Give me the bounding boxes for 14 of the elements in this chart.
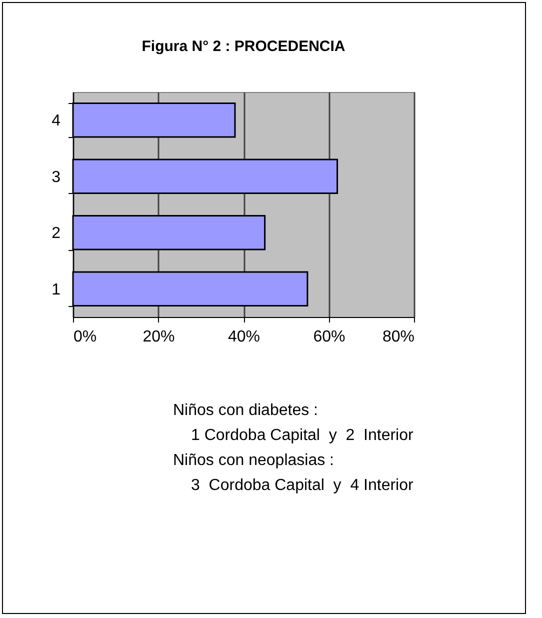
x-tick-label: 60% [313, 328, 346, 346]
x-tick-label: 20% [142, 328, 175, 346]
y-tick-label: 1 [52, 281, 61, 298]
text: 1 Cordoba Capital y 2 Interior [190, 426, 414, 446]
y-tick-label: 3 [52, 168, 61, 186]
x-tick-label: 40% [228, 328, 260, 346]
text: Niños con diabetes : [173, 401, 319, 421]
text: 3 Cordoba Capital y 4 Interior [190, 476, 414, 496]
y-tick-label: 2 [52, 225, 61, 242]
y-tick-label: 4 [52, 112, 61, 130]
x-tick-label: 0% [74, 328, 97, 346]
text: Niños con neoplasias : [173, 451, 335, 471]
x-tick-label: 80% [382, 328, 414, 346]
chart-title: Figura N° 2 : PROCEDENCIA [142, 38, 346, 55]
